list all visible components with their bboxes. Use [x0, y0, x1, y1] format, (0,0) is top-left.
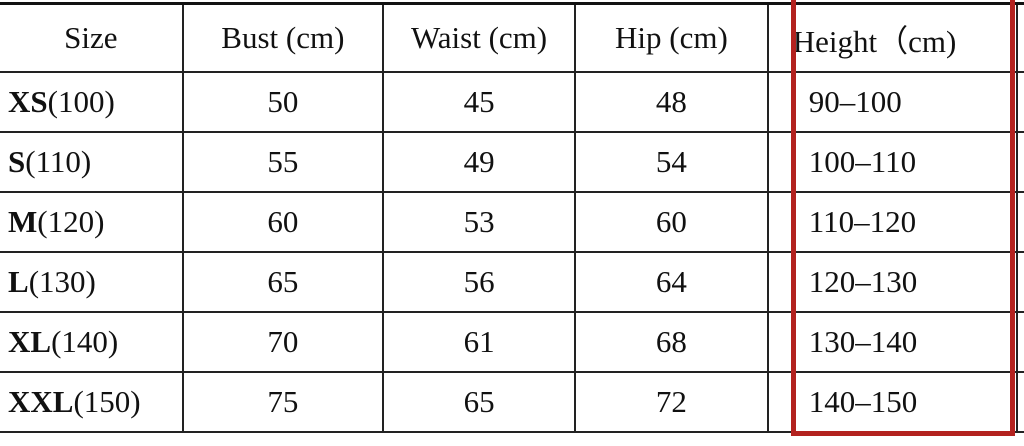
bust-cell: 50	[181, 71, 385, 133]
size-cell: XXL(150)	[0, 371, 184, 433]
bust-cell: 75	[181, 371, 385, 433]
edge-cell	[1016, 71, 1024, 133]
height-cell: 90–100	[766, 71, 1019, 133]
size-height-label: (100)	[47, 84, 115, 119]
table-row: L(130) 65 56 64 120–130	[0, 251, 1024, 313]
size-height-label: (140)	[51, 324, 119, 359]
height-cell: 110–120	[766, 191, 1019, 253]
header-waist: Waist (cm)	[382, 2, 577, 73]
waist-cell: 49	[382, 131, 577, 193]
size-code: XL	[8, 324, 52, 359]
table-row: XL(140) 70 61 68 130–140	[0, 311, 1024, 373]
size-code: S	[8, 144, 26, 179]
table-row: XS(100) 50 45 48 90–100	[0, 71, 1024, 133]
waist-cell: 45	[382, 71, 577, 133]
height-cell: 120–130	[766, 251, 1019, 313]
header-height: Height（cm)	[766, 2, 1019, 73]
waist-cell: 56	[382, 251, 577, 313]
height-column-highlight	[791, 0, 1015, 436]
hip-cell: 64	[574, 251, 769, 313]
size-code: M	[8, 204, 38, 239]
header-size: Size	[0, 2, 184, 73]
size-cell: XS(100)	[0, 71, 184, 133]
size-code: XS	[8, 84, 48, 119]
header-bust: Bust (cm)	[181, 2, 385, 73]
size-cell: S(110)	[0, 131, 184, 193]
table-row: XXL(150) 75 65 72 140–150	[0, 371, 1024, 433]
header-hip: Hip (cm)	[574, 2, 769, 73]
hip-cell: 72	[574, 371, 769, 433]
edge-cell	[1016, 371, 1024, 433]
bust-cell: 65	[181, 251, 385, 313]
height-cell: 100–110	[766, 131, 1019, 193]
size-height-label: (120)	[37, 204, 105, 239]
hip-cell: 68	[574, 311, 769, 373]
edge-cell	[1016, 131, 1024, 193]
size-code: XXL	[8, 384, 74, 419]
size-cell: L(130)	[0, 251, 184, 313]
height-cell: 130–140	[766, 311, 1019, 373]
waist-cell: 61	[382, 311, 577, 373]
edge-cell	[1016, 311, 1024, 373]
waist-cell: 65	[382, 371, 577, 433]
bust-cell: 70	[181, 311, 385, 373]
hip-cell: 60	[574, 191, 769, 253]
hip-cell: 48	[574, 71, 769, 133]
table-row: S(110) 55 49 54 100–110	[0, 131, 1024, 193]
hip-cell: 54	[574, 131, 769, 193]
edge-cell	[1016, 2, 1024, 73]
table-row: M(120) 60 53 60 110–120	[0, 191, 1024, 253]
edge-cell	[1016, 251, 1024, 313]
waist-cell: 53	[382, 191, 577, 253]
size-height-label: (130)	[28, 264, 96, 299]
size-code: L	[8, 264, 29, 299]
size-cell: M(120)	[0, 191, 184, 253]
size-height-label: (150)	[73, 384, 141, 419]
size-cell: XL(140)	[0, 311, 184, 373]
bust-cell: 55	[181, 131, 385, 193]
bust-cell: 60	[181, 191, 385, 253]
size-height-label: (110)	[25, 144, 92, 179]
size-chart-table: Size Bust (cm) Waist (cm) Hip (cm) Heigh…	[0, 2, 1024, 433]
header-row: Size Bust (cm) Waist (cm) Hip (cm) Heigh…	[0, 2, 1024, 73]
edge-cell	[1016, 191, 1024, 253]
